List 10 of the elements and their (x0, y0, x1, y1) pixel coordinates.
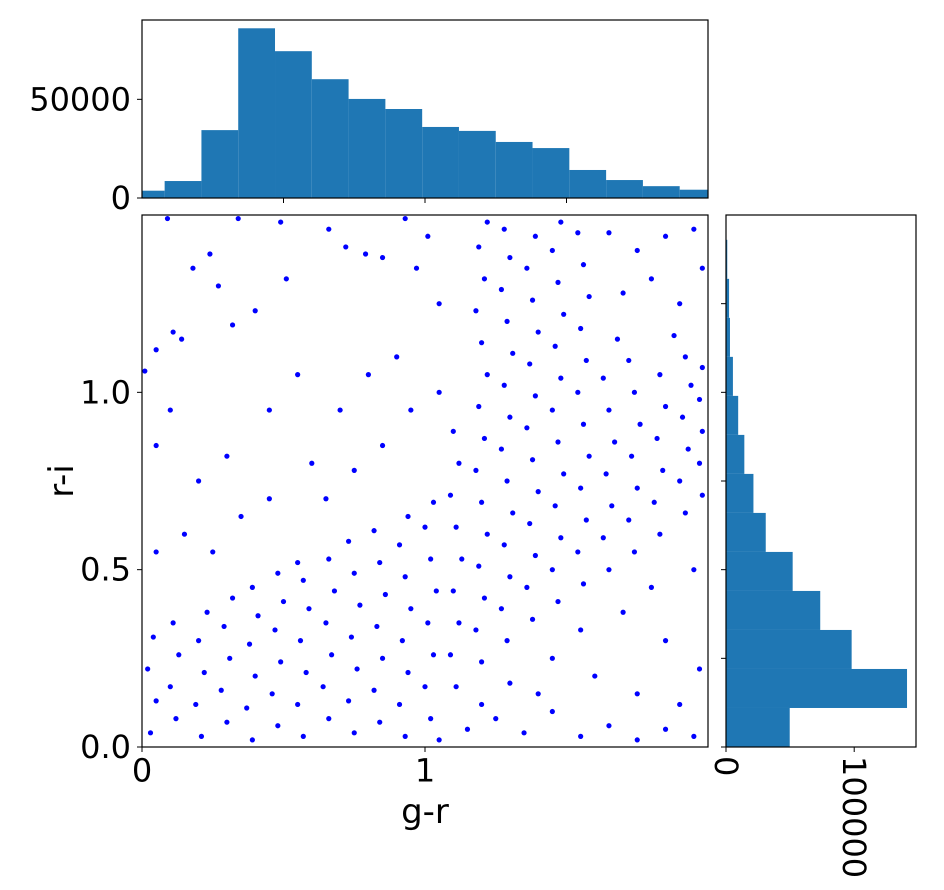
y-tick-label: 0.5 (80, 550, 131, 589)
x-tick-label: 100000 (835, 756, 874, 878)
y-tick-label: 50000 (29, 80, 131, 118)
y-tick-label: 0 (110, 179, 131, 217)
x-axis-title: g-r (401, 792, 449, 832)
y-axis-title: r-i (42, 464, 82, 498)
x-tick-label: 1 (414, 752, 436, 790)
y-tick-label: 1.0 (80, 373, 131, 412)
x-tick-label: 0 (707, 756, 745, 776)
y-tick-label: 0.0 (80, 728, 131, 766)
